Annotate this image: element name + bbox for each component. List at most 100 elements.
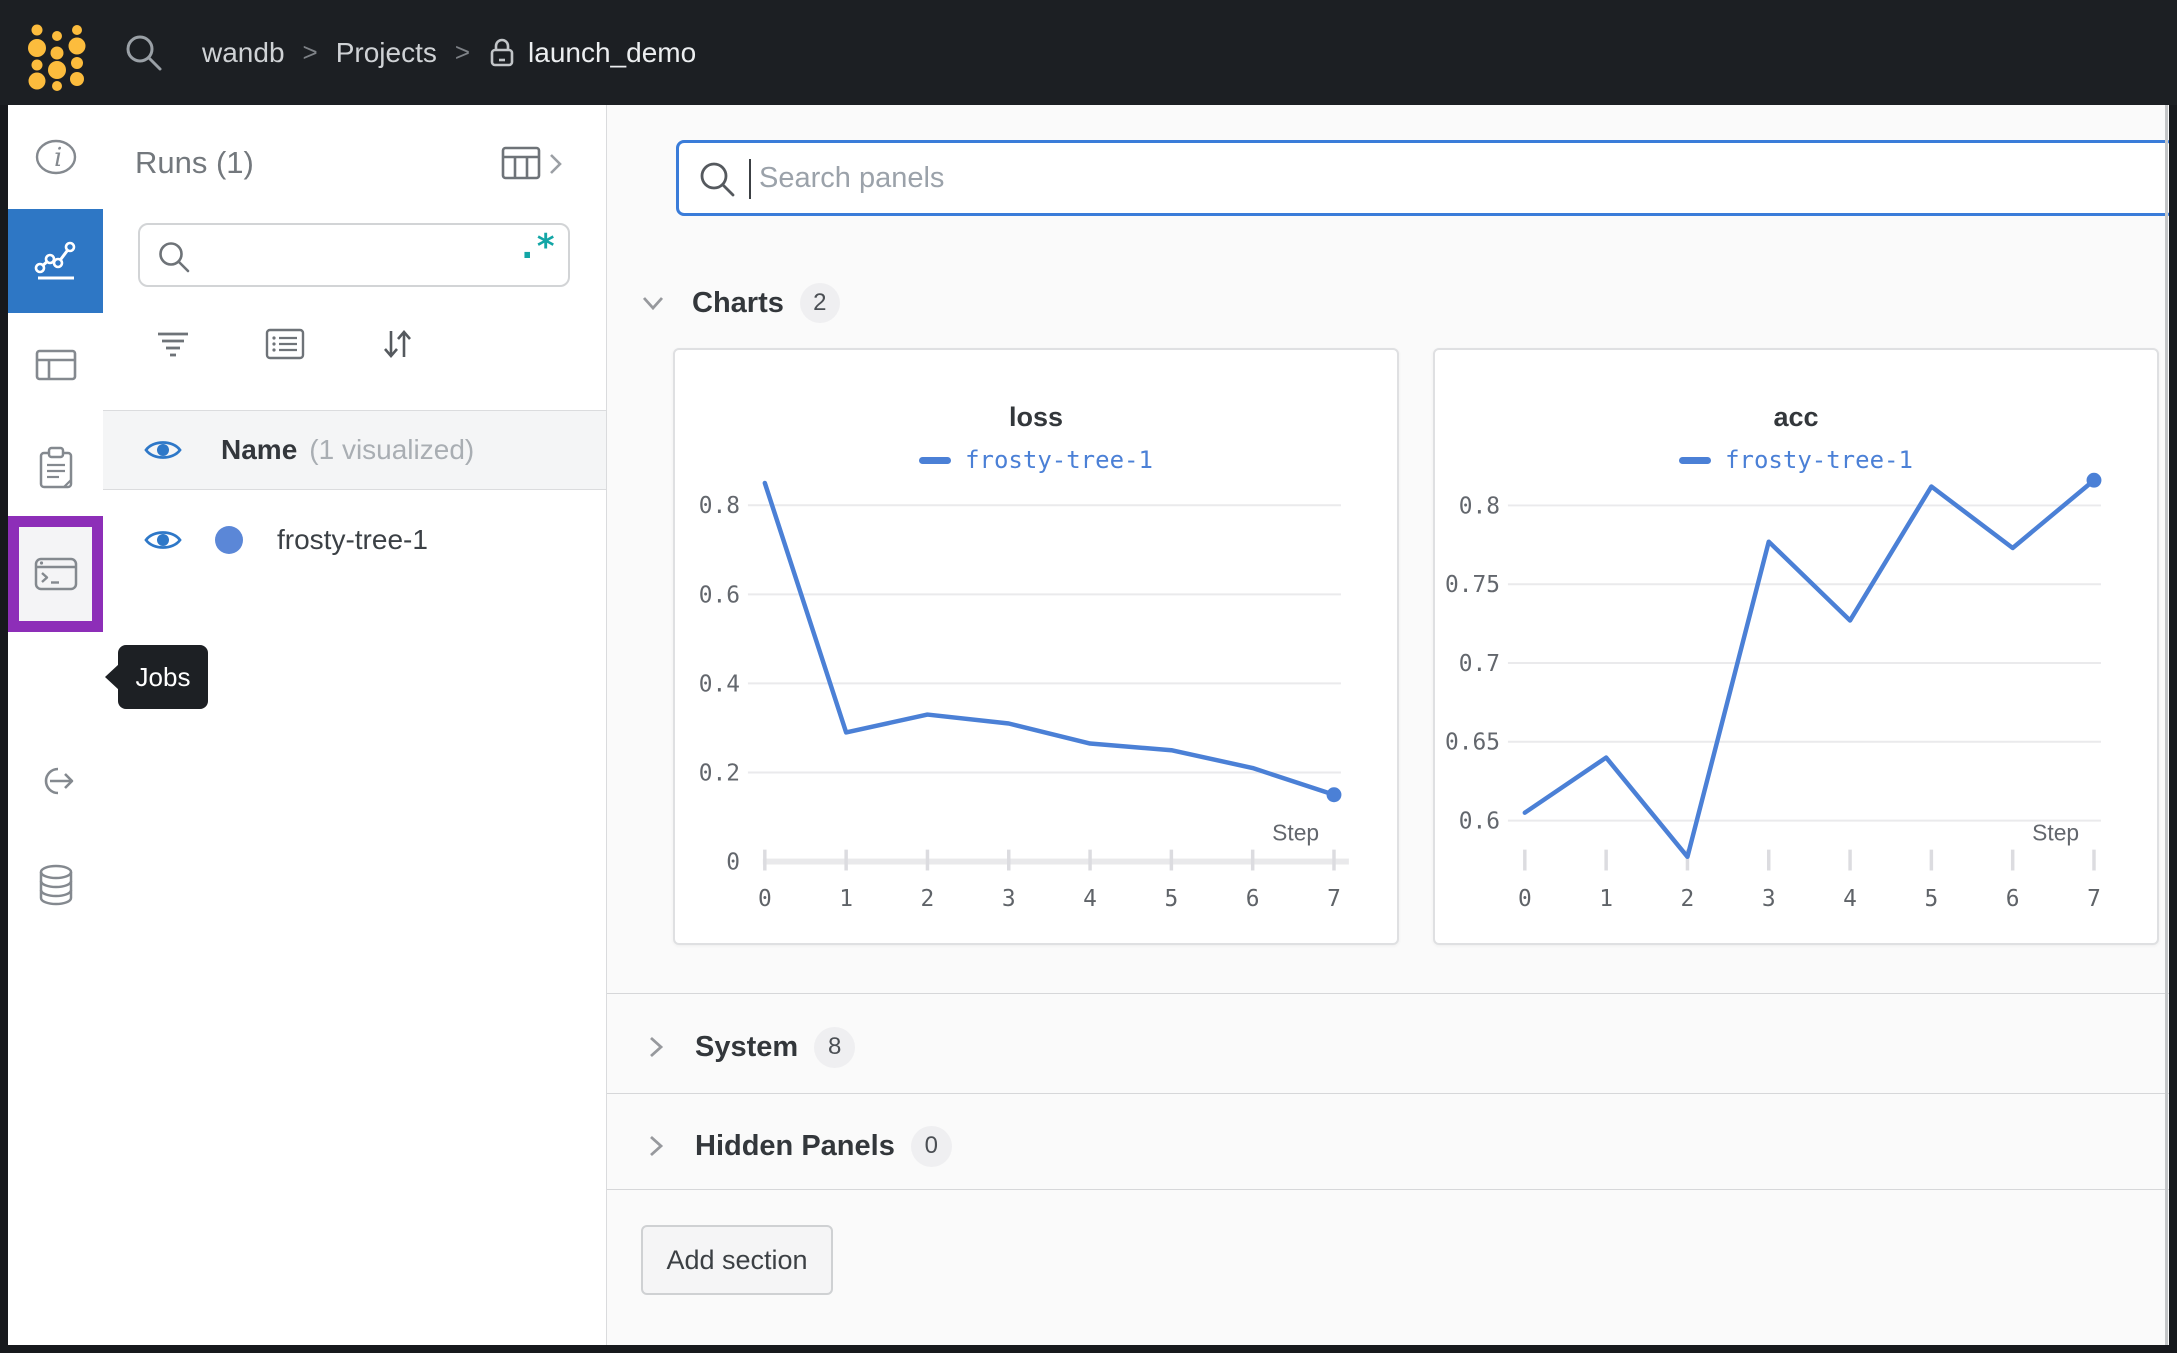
legend-line-swatch bbox=[919, 456, 952, 464]
svg-text:4: 4 bbox=[1083, 886, 1097, 912]
svg-text:Step: Step bbox=[2032, 820, 2079, 846]
svg-text:5: 5 bbox=[1164, 886, 1178, 912]
hidden-panels-section-header[interactable]: Hidden Panels 0 bbox=[641, 1124, 952, 1168]
sidebar-item-jobs[interactable] bbox=[8, 625, 103, 729]
breadcrumb-projects[interactable]: Projects bbox=[335, 36, 437, 68]
svg-text:1: 1 bbox=[839, 886, 853, 912]
list-icon bbox=[265, 328, 305, 360]
chart-legend: frosty-tree-1 bbox=[1435, 446, 2157, 474]
text-caret bbox=[749, 159, 751, 199]
regex-toggle-icon[interactable]: .* bbox=[517, 227, 556, 267]
line-chart-icon bbox=[34, 241, 75, 280]
wandb-logo-icon[interactable] bbox=[24, 15, 90, 91]
system-count-badge: 8 bbox=[814, 1026, 856, 1068]
breadcrumb-project[interactable]: launch_demo bbox=[488, 36, 696, 70]
sort-button[interactable] bbox=[341, 325, 453, 363]
expand-runs-table-button[interactable] bbox=[500, 145, 566, 183]
charts-section-label[interactable]: Charts bbox=[692, 286, 784, 319]
chevron-right-icon bbox=[550, 154, 562, 174]
sidebar-item-artifacts[interactable] bbox=[8, 833, 103, 937]
section-divider bbox=[607, 1093, 2169, 1094]
filter-icon bbox=[158, 332, 188, 357]
system-section-label[interactable]: System bbox=[695, 1030, 799, 1063]
charts-section-header[interactable]: Charts 2 bbox=[636, 281, 840, 325]
chevron-right-icon[interactable] bbox=[641, 1130, 671, 1162]
search-icon bbox=[159, 242, 190, 273]
breadcrumb: wandb > Projects > launch_demo bbox=[202, 36, 696, 70]
sort-icon bbox=[384, 330, 411, 358]
svg-text:2: 2 bbox=[921, 886, 935, 912]
filter-button[interactable] bbox=[117, 328, 229, 360]
chevron-down-icon[interactable] bbox=[636, 288, 670, 318]
top-navbar: wandb > Projects > launch_demo bbox=[0, 0, 2177, 105]
runs-table-icon bbox=[501, 146, 541, 180]
runs-search-box: .* bbox=[138, 223, 570, 287]
add-section-button[interactable]: Add section bbox=[641, 1225, 833, 1295]
section-divider bbox=[607, 993, 2169, 994]
run-row[interactable]: frosty-tree-1 bbox=[103, 503, 606, 577]
svg-text:i: i bbox=[54, 143, 62, 173]
runs-panel: Runs (1) .* Name (1 visualized) bbox=[103, 105, 607, 1345]
navbar-search-icon[interactable] bbox=[122, 31, 166, 75]
table-icon bbox=[35, 349, 76, 381]
terminal-icon bbox=[34, 557, 77, 591]
svg-text:0: 0 bbox=[726, 849, 740, 875]
sidebar-item-launch[interactable] bbox=[8, 729, 103, 833]
chart-legend: frosty-tree-1 bbox=[675, 446, 1397, 474]
legend-run-name[interactable]: frosty-tree-1 bbox=[965, 446, 1153, 474]
chart-title: loss bbox=[1008, 402, 1064, 432]
svg-text:0.6: 0.6 bbox=[699, 582, 740, 608]
eye-icon[interactable] bbox=[143, 526, 183, 554]
jobs-highlight-box[interactable] bbox=[8, 516, 103, 632]
runs-name-header[interactable]: Name bbox=[221, 434, 298, 465]
chart-title: acc bbox=[1773, 402, 1819, 432]
info-icon: i bbox=[35, 139, 76, 175]
vertical-scrollbar[interactable] bbox=[2165, 105, 2168, 1345]
main-content: Charts 2 0 0.2 0.4 0.6 0.8 0 1 2 3 4 5 6 7 Step loss … bbox=[607, 105, 2169, 1345]
runs-toolbar bbox=[103, 315, 606, 373]
group-button[interactable] bbox=[229, 327, 341, 361]
svg-text:7: 7 bbox=[1327, 886, 1341, 912]
breadcrumb-separator: > bbox=[454, 37, 471, 67]
hidden-panels-count-badge: 0 bbox=[910, 1125, 952, 1167]
svg-text:7: 7 bbox=[2087, 886, 2101, 912]
runs-panel-title: Runs (1) bbox=[135, 145, 254, 180]
sidebar-item-table[interactable] bbox=[8, 313, 103, 417]
runs-header-row: Name (1 visualized) bbox=[103, 410, 606, 490]
eye-icon[interactable] bbox=[143, 436, 183, 464]
svg-text:0.8: 0.8 bbox=[699, 493, 740, 519]
breadcrumb-entity[interactable]: wandb bbox=[202, 36, 285, 68]
sidebar-item-overview[interactable]: i bbox=[8, 105, 103, 209]
run-name[interactable]: frosty-tree-1 bbox=[277, 524, 428, 555]
svg-text:0.65: 0.65 bbox=[1445, 730, 1500, 756]
panel-search-input[interactable] bbox=[757, 149, 2164, 207]
svg-text:3: 3 bbox=[1002, 886, 1016, 912]
svg-text:6: 6 bbox=[1246, 886, 1260, 912]
section-divider bbox=[607, 1189, 2169, 1190]
svg-text:0.8: 0.8 bbox=[1459, 493, 1500, 519]
sidebar-item-reports[interactable] bbox=[8, 417, 103, 521]
hidden-panels-section-label[interactable]: Hidden Panels bbox=[695, 1129, 895, 1162]
chart-panel-acc[interactable]: 0.6 0.65 0.7 0.75 0.8 0 1 2 3 4 5 6 7 Step acc frosty… bbox=[1433, 348, 2159, 945]
svg-text:6: 6 bbox=[2006, 886, 2020, 912]
system-section-header[interactable]: System 8 bbox=[641, 1025, 856, 1069]
svg-text:0: 0 bbox=[758, 886, 772, 912]
legend-run-name[interactable]: frosty-tree-1 bbox=[1725, 446, 1913, 474]
lock-icon bbox=[490, 38, 514, 66]
svg-text:0.6: 0.6 bbox=[1459, 809, 1500, 835]
chart-panel-loss[interactable]: 0 0.2 0.4 0.6 0.8 0 1 2 3 4 5 6 7 Step loss frosty-tr… bbox=[673, 348, 1399, 945]
chevron-right-icon[interactable] bbox=[641, 1031, 671, 1063]
search-icon bbox=[700, 162, 735, 197]
charts-count-badge: 2 bbox=[799, 283, 840, 323]
svg-text:4: 4 bbox=[1843, 886, 1857, 912]
runs-search-input[interactable] bbox=[202, 229, 504, 281]
left-sidebar: i bbox=[8, 105, 104, 1345]
runs-visualized-count: (1 visualized) bbox=[309, 434, 475, 465]
svg-text:0.75: 0.75 bbox=[1445, 572, 1500, 598]
svg-text:5: 5 bbox=[1924, 886, 1938, 912]
clipboard-icon bbox=[39, 446, 72, 489]
sidebar-item-workspace[interactable] bbox=[8, 209, 103, 313]
svg-text:0.2: 0.2 bbox=[699, 760, 740, 786]
jobs-tooltip-label: Jobs bbox=[135, 661, 191, 692]
